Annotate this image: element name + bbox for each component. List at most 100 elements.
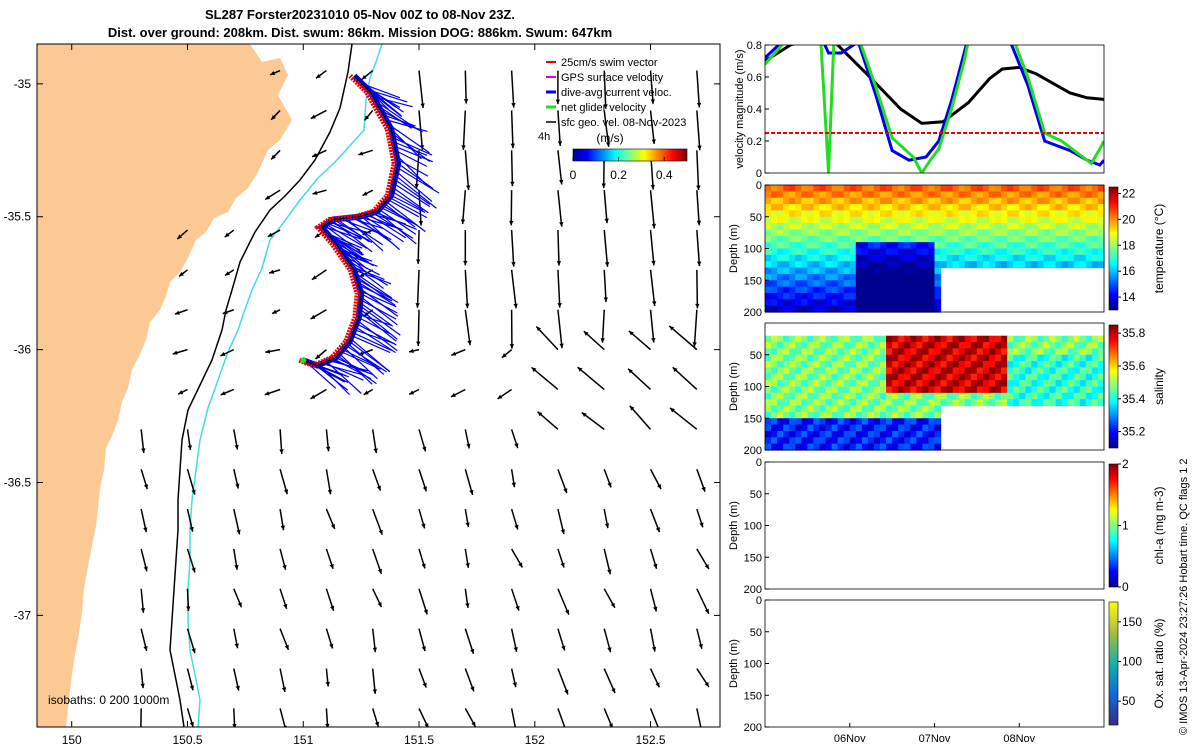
heatmap-cell [855,367,863,375]
geo-velocity-arrowhead [189,721,194,727]
heatmap-cell [801,248,808,256]
heatmap-cell [1043,248,1051,256]
heatmap-cell [861,305,869,313]
heatmap-cell [1055,210,1063,218]
heatmap-cell [861,335,869,343]
heatmap-cell [1097,210,1105,218]
heatmap-cell [1055,386,1063,394]
heatmap-cell [843,254,851,262]
heatmap-cell [880,229,887,237]
heatmap-cell [916,191,923,199]
heatmap-cell [855,299,863,307]
heatmap-cell [940,204,948,211]
heatmap-cell [783,216,790,224]
map-x-tick-label: 150.5 [172,733,202,747]
heatmap-cell [1019,392,1026,400]
geo-velocity-arrowhead [704,682,709,687]
heatmap-cell [819,392,827,400]
heatmap-cell [934,261,942,269]
heatmap-cell [940,223,948,231]
heatmap-cell [886,242,893,250]
heatmap-cell [1085,399,1093,407]
heatmap-cell [855,280,863,288]
heatmap-cell [849,286,857,294]
colorbar-label: chl-a (mg m-3) [1152,486,1166,564]
geo-velocity-arrow [557,668,569,695]
heatmap-cell [1067,235,1075,243]
heatmap-cell [1073,185,1081,192]
heatmap-cell [952,335,960,343]
heatmap-cell [1049,261,1057,269]
heatmap-cell [777,411,784,419]
heatmap-cell [910,197,917,205]
heatmap-cell [982,335,990,343]
heatmap-cell [873,216,881,224]
heatmap-cell [1025,386,1032,394]
heatmap-cell [970,361,978,369]
heatmap-cell [922,361,930,369]
heatmap-cell [928,254,936,262]
heatmap-cell [886,418,893,426]
heatmap-cell [807,223,815,231]
heatmap-cell [855,443,863,451]
geo-velocity-arrowhead [557,141,563,146]
heatmap-cell [988,342,996,349]
heatmap-cell [892,242,899,250]
heatmap-cell [1067,392,1075,400]
heatmap-cell [1013,342,1020,349]
heatmap-cell [777,392,784,400]
heatmap-cell [898,411,905,419]
heatmap-cell [1055,348,1063,356]
geo-velocity-arrowhead [374,721,380,727]
heatmap-cell [771,185,778,192]
geo-velocity-arrowhead [325,446,331,452]
heatmap-cell [801,280,808,288]
geo-velocity-arrowhead [497,394,503,399]
heatmap-cell [904,248,911,256]
heatmap-cell [807,267,815,275]
heatmap-cell [795,361,802,369]
current-vector [378,208,417,235]
heatmap-cell [916,242,923,250]
heatmap-cell [1079,348,1087,356]
heatmap-cell [1019,248,1026,256]
heatmap-cell [1025,261,1032,269]
map-x-tick-label: 151 [293,733,313,747]
heatmap-cell [1025,235,1032,243]
heatmap-cell [898,191,905,199]
heatmap-cell [795,216,802,224]
heatmap-cell [855,335,863,343]
geo-velocity-arrowhead [651,260,656,266]
heatmap-cell [934,248,942,256]
heatmap-cell [813,437,821,445]
heatmap-cell [873,185,881,192]
heatmap-cell [831,210,839,218]
heatmap-cell [952,342,960,349]
heatmap-cell [867,261,875,269]
heatmap-cell [861,235,869,243]
heatmap-cell [910,399,917,407]
heatmap-cell [873,204,881,211]
heatmap-cell [952,399,960,407]
heatmap-cell [995,216,1002,224]
heatmap-cell [825,305,833,313]
heatmap-cell [825,216,833,224]
heatmap-cell [904,185,911,192]
heatmap-cell [849,399,857,407]
heatmap-cell [837,361,845,369]
heatmap-cell [771,424,778,432]
heatmap-cell [855,197,863,205]
geo-velocity-arrowhead [698,643,703,649]
current-vector [355,275,391,301]
heatmap-cell [1097,223,1105,231]
heatmap-cell [777,335,784,343]
geo-velocity-arrow [464,309,471,346]
heatmap-cell [928,437,936,445]
heatmap-cell [783,411,790,419]
depth-label: Depth (m) [728,224,740,273]
heatmap-cell [995,367,1002,375]
heatmap-cell [940,216,948,224]
heatmap-cell [867,210,875,218]
heatmap-cell [880,418,887,426]
